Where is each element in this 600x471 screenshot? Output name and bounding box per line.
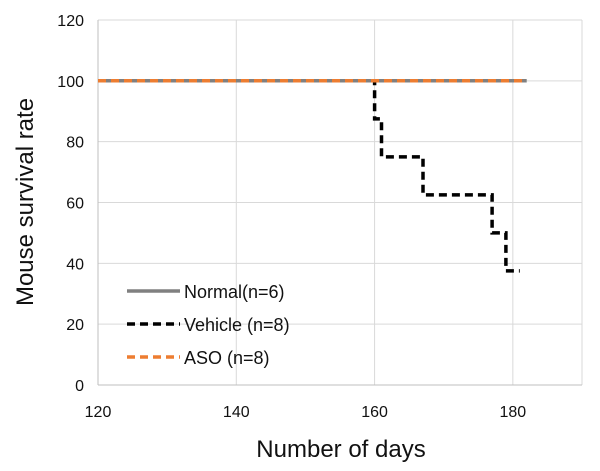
tick-labels: 0 20 40 60 80 100 120 120 140 160 180 bbox=[57, 13, 526, 421]
x-tick-label-120: 120 bbox=[85, 404, 112, 421]
legend-label-2: ASO (n=8) bbox=[184, 348, 270, 368]
series-line-1 bbox=[98, 79, 520, 273]
x-tick-label-160: 160 bbox=[361, 404, 388, 421]
y-tick-label-60: 60 bbox=[66, 196, 84, 213]
y-tick-label-120: 120 bbox=[57, 13, 84, 30]
y-tick-label-40: 40 bbox=[66, 256, 84, 273]
x-tick-label-140: 140 bbox=[223, 404, 250, 421]
legend-label-0: Normal(n=6) bbox=[184, 282, 285, 302]
y-tick-label-20: 20 bbox=[66, 317, 84, 334]
y-tick-label-100: 100 bbox=[57, 74, 84, 91]
x-tick-label-180: 180 bbox=[500, 404, 527, 421]
gridlines bbox=[98, 19, 583, 385]
legend: Normal(n=6) Vehicle (n=8) ASO (n=8) bbox=[127, 282, 290, 368]
x-axis-title: Number of days bbox=[256, 436, 425, 463]
y-axis-title: Mouse survival rate bbox=[12, 98, 39, 306]
legend-label-1: Vehicle (n=8) bbox=[184, 315, 290, 335]
y-tick-label-0: 0 bbox=[75, 378, 84, 395]
y-tick-label-80: 80 bbox=[66, 135, 84, 152]
series-lines bbox=[98, 79, 527, 273]
